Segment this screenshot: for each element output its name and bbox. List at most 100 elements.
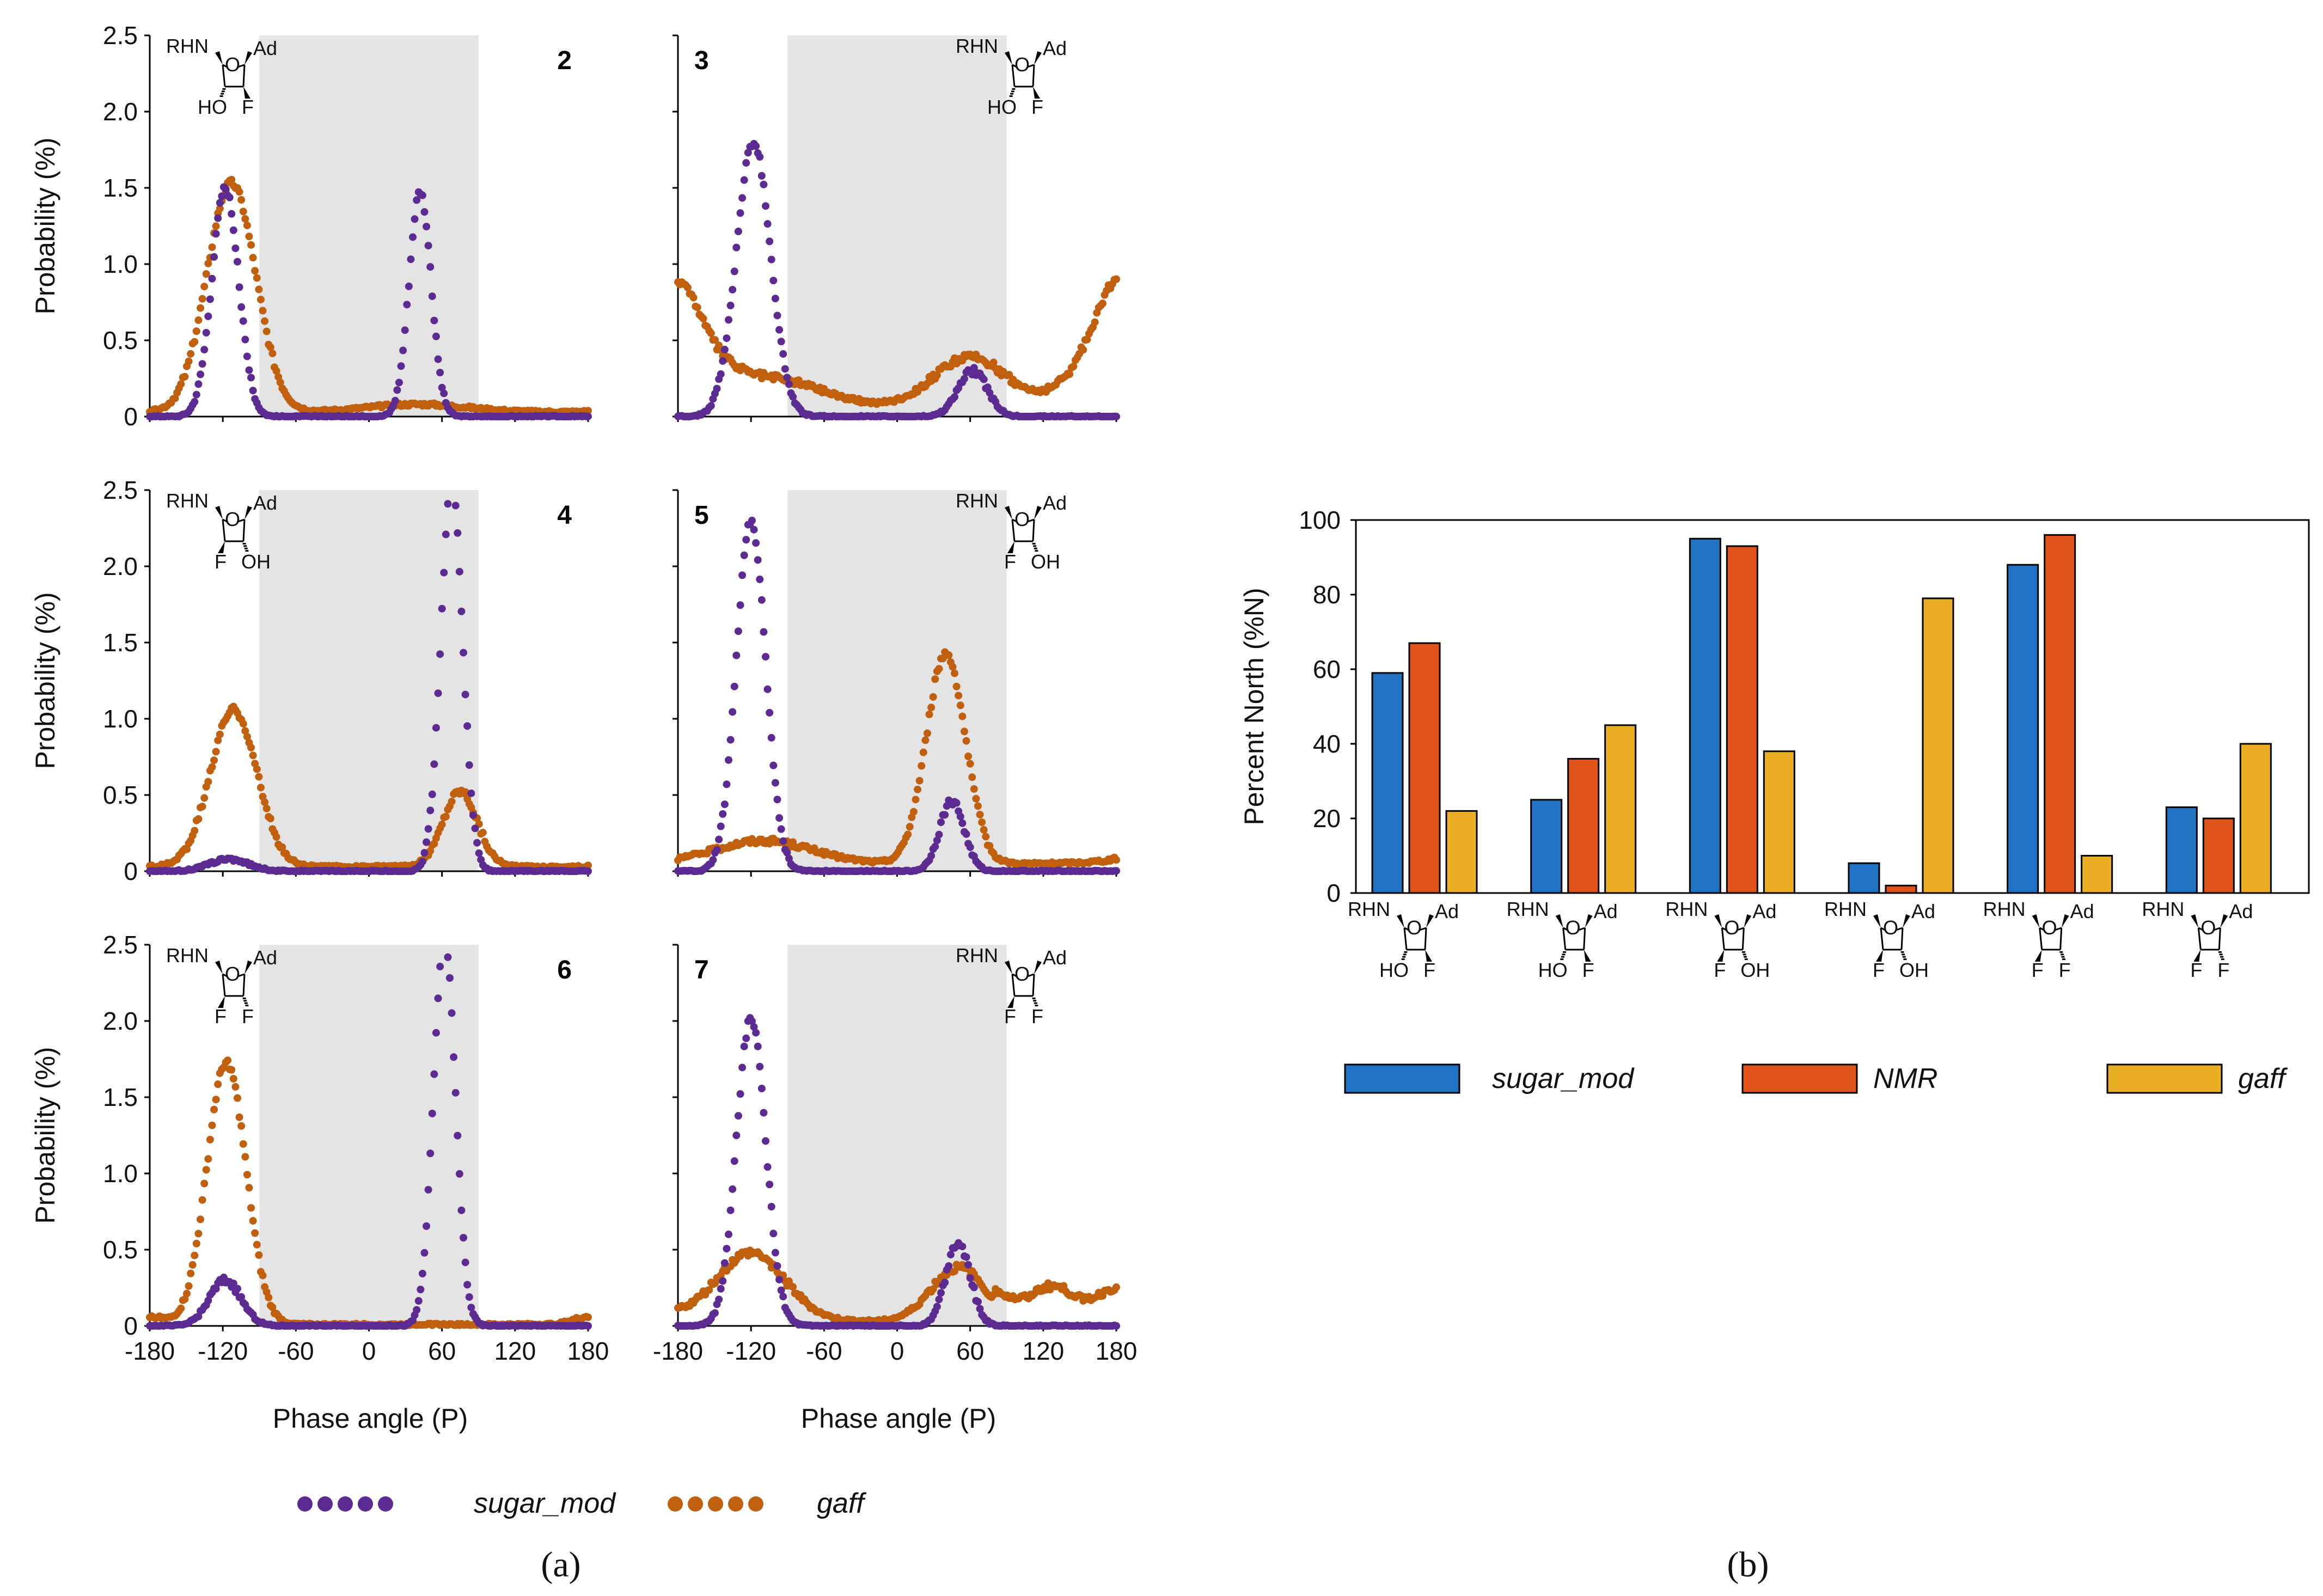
data-point — [430, 760, 438, 768]
y-tick-label: 2.5 — [103, 931, 138, 959]
data-point — [769, 1230, 778, 1238]
wedge-bond — [215, 506, 223, 519]
data-point — [265, 1293, 273, 1301]
data-point — [748, 516, 756, 524]
y-tick-label: 1.0 — [103, 1159, 138, 1188]
data-point — [276, 378, 284, 387]
data-point — [976, 810, 984, 818]
legend-label-sugar-mod: sugar_mod — [474, 1488, 616, 1519]
bar-gaff-4 — [1763, 750, 1795, 894]
x-axis-title-right: Phase angle (P) — [801, 1403, 997, 1434]
left-substituent-label: F — [1873, 959, 1885, 981]
data-point — [420, 1249, 429, 1257]
right-substituent-label: F — [2059, 959, 2071, 981]
ring-oxygen-label: O — [2042, 916, 2057, 939]
data-point — [775, 814, 784, 822]
data-point — [760, 1109, 768, 1117]
category-molecule-3: O RHN Ad HO F — [1507, 898, 1618, 981]
data-point — [198, 803, 206, 811]
molecule-structure-6: O RHN Ad F F — [166, 944, 277, 1028]
data-point — [757, 596, 766, 604]
data-point — [224, 1056, 232, 1065]
legend-dot — [688, 1496, 703, 1512]
category-molecule-6: O RHN Ad F F — [1983, 898, 2094, 981]
y-tick-label: 1.0 — [103, 250, 138, 278]
category-molecule-5: O RHN Ad F OH — [1824, 898, 1935, 981]
bar-NMR-3 — [1567, 757, 1600, 894]
data-point — [214, 736, 222, 744]
data-point — [191, 338, 199, 346]
data-point — [442, 812, 450, 821]
data-point — [424, 242, 432, 250]
x-tick-label: 60 — [428, 1337, 456, 1365]
wedge-bond — [1005, 961, 1012, 974]
data-point — [235, 283, 243, 291]
data-point — [779, 1293, 787, 1301]
ad-label: Ad — [2070, 900, 2094, 922]
bar-sugar_mod-2 — [1371, 672, 1404, 894]
panel-number: 7 — [694, 956, 709, 984]
bar-gaff-5 — [1922, 597, 1954, 894]
data-point — [742, 159, 750, 167]
data-point — [262, 804, 271, 812]
data-point — [192, 327, 200, 335]
data-point — [218, 192, 226, 200]
ring-bond — [242, 974, 246, 996]
data-point — [766, 708, 774, 717]
ring-bond — [1900, 927, 1904, 950]
data-point — [237, 196, 246, 204]
probability-plot-3: 3 O RHN Ad HO F — [673, 34, 1120, 422]
data-point — [424, 825, 432, 833]
data-point — [717, 822, 725, 830]
wedge-bond — [2032, 914, 2040, 928]
legend-dot — [297, 1496, 313, 1512]
data-point — [715, 835, 723, 843]
data-point — [185, 357, 193, 365]
data-point — [423, 1222, 431, 1230]
legend-label-sugar_mod: sugar_mod — [1492, 1063, 1635, 1094]
wedge-bond — [1034, 506, 1042, 519]
data-point — [771, 779, 779, 787]
molecule-structure-5: O RHN Ad F OH — [956, 490, 1067, 573]
rhn-label: RHN — [956, 35, 998, 57]
ad-label: Ad — [1911, 900, 1935, 922]
wedge-bond — [2061, 914, 2069, 928]
data-point — [418, 1269, 426, 1277]
y-tick-label: 20 — [1313, 804, 1341, 833]
data-point — [734, 1112, 742, 1120]
right-substituent-label: F — [2217, 959, 2229, 981]
y-tick-label: 0 — [124, 857, 138, 885]
y-tick-label: 40 — [1313, 730, 1341, 758]
data-point — [744, 149, 752, 157]
data-point — [253, 1240, 261, 1249]
data-point — [247, 1204, 255, 1212]
data-point — [929, 693, 937, 701]
data-point — [212, 1096, 220, 1104]
ring-bond — [222, 974, 226, 996]
data-point — [949, 663, 957, 671]
ring-oxygen-label: O — [225, 963, 240, 985]
data-point — [966, 843, 974, 851]
data-point — [256, 296, 265, 304]
data-point — [766, 1181, 774, 1189]
ring-oxygen-label: O — [225, 508, 240, 530]
sub-label-b: (b) — [1727, 1545, 1769, 1585]
north-region-shade — [259, 490, 479, 871]
series-sugar_mod — [674, 139, 1120, 420]
data-point — [251, 1229, 259, 1237]
data-point — [775, 326, 784, 334]
north-region-shade — [259, 35, 479, 417]
data-point — [414, 1297, 423, 1305]
data-point — [418, 191, 426, 199]
data-point — [756, 153, 764, 161]
ring-bond — [1880, 927, 1884, 950]
data-point — [261, 798, 269, 806]
y-tick-label: 0 — [124, 402, 138, 431]
data-point — [239, 1140, 247, 1148]
series-sugar_mod — [146, 500, 592, 875]
data-point — [986, 389, 994, 397]
data-point — [418, 858, 426, 866]
data-point — [725, 756, 733, 764]
wedge-bond — [244, 51, 252, 65]
data-point — [251, 267, 259, 275]
